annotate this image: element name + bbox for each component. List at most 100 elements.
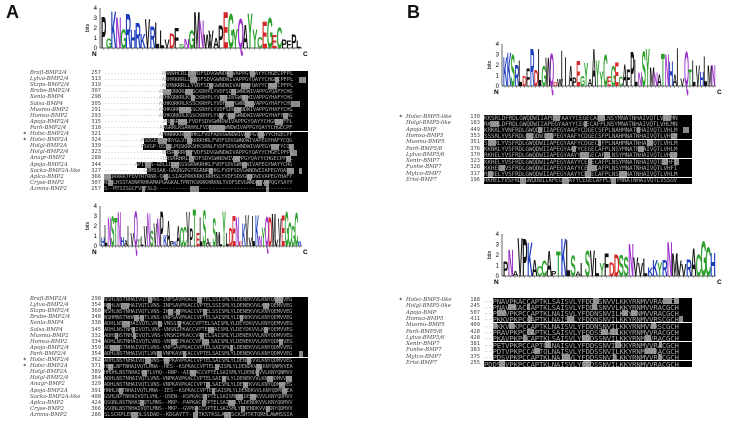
sequence-track: --PNAVPKACCAPTKLSAISVLYFDDSSNVVLKKYRNMVV… [484, 297, 692, 304]
logo-letter: L [252, 207, 255, 256]
similarity-shading [275, 76, 280, 83]
similarity-shading [658, 341, 663, 348]
sequence-name: Xenla-BMP4 [30, 94, 64, 101]
sequence-residues: RKHELYVSFRDLGWQDWIIAPEGYAAYYCEGECAFPLNSY… [484, 177, 678, 184]
alignment-row: Homsa-BMP5 353 SSSRLYVSFRDLGWQDWIIAPEGYAAF… [406, 133, 692, 140]
logo-letter: L [296, 39, 301, 52]
sequence-start: 354 [91, 350, 101, 357]
sequence-name: Cryse-BMP2 [30, 405, 65, 412]
sequence-name: Sacko-BMP2A-like [30, 393, 81, 400]
logo-letter: P [291, 31, 296, 53]
identity-shading [104, 174, 308, 181]
logo-letter: P [630, 43, 634, 98]
logo-letter: N [665, 45, 669, 95]
logo-letter: W [557, 78, 563, 89]
alignment-row: Brafl-BMP2/4 257 ------------------ARNNHCR… [30, 70, 308, 77]
similarity-shading [107, 302, 112, 309]
sequence-name: Aplca-BMP2 [30, 399, 64, 406]
similarity-shading [239, 314, 244, 321]
sequence-start: 351 [470, 139, 480, 146]
similarity-shading [142, 186, 146, 193]
identity-shading [484, 133, 692, 140]
logo-letter: V [186, 204, 190, 257]
similarity-shading [490, 120, 499, 127]
sequence-name: Holsc-BMP2/4 [30, 357, 70, 363]
alignment-row: Mytco-BMP7 375 --PDSVPKPCCAPTKLNAISVLYFDDS… [406, 354, 692, 361]
similarity-shading [587, 164, 597, 171]
logo-letter: V [153, 217, 157, 253]
sequence-start: 288 [91, 155, 101, 162]
sequence-residues: ------------------ARSRRRRHLFVDFSDVGWNDWI… [104, 149, 294, 156]
similarity-shading [584, 171, 591, 178]
similarity-shading [206, 381, 211, 388]
sequence-track: ------------------ARGRRLKSARHHLFVDFSDVGW… [104, 125, 308, 132]
logo-letter: C [603, 45, 607, 95]
logo-letter: Y [596, 53, 600, 95]
alignment-row: Stzpu-BMP2/4 360 NSHLNSTNHAIVQTLVNS-INPSAV… [30, 308, 308, 315]
logo-y-tick: 2 [496, 63, 500, 69]
similarity-shading [583, 360, 591, 367]
alignment-row: Mytco-BMP7 317 RKHELYVSFRDLGWQDWIIAPEGYAAY… [406, 171, 692, 178]
sequence-start: 323 [470, 158, 480, 165]
logo-n-terminus: N [92, 51, 97, 58]
similarity-shading [169, 119, 175, 126]
logo-letter: N [638, 70, 642, 92]
similarity-shading [148, 296, 152, 303]
logo-letter: L [595, 254, 600, 282]
sequence-residues: KKNKLYVSFRDLGWQDWIIAPEGYAAYYCEGECAFPLNSY… [484, 146, 678, 152]
sequence-residues: NSHLNSTNHAIVQTLVNS-INPSAVPKACCVPTELSSISM… [104, 296, 293, 303]
highlight-star-icon: * [23, 131, 27, 138]
similarity-shading [600, 329, 608, 335]
logo-y-label: bits [85, 23, 91, 32]
similarity-shading [583, 120, 588, 127]
alignment-row: Apoja-BMP 449 KRKKLYVNFRDLGWQDWIIAPEGYAAFY… [406, 127, 692, 134]
similarity-shading [255, 180, 262, 187]
identity-shading [493, 316, 692, 323]
sequence-start: 360 [91, 308, 101, 315]
logo-letter: F [604, 247, 609, 283]
similarity-shading [178, 119, 188, 126]
alignment-row: Lytva-BMP5/6 370 RKHELYVSFRDLGWQDWIIAPEGYA… [406, 152, 692, 159]
logo-letter: S [212, 211, 216, 256]
logo-y-tick: 3 [496, 243, 500, 249]
sequence-name: Brafl-BMP2/4 [30, 296, 67, 302]
highlight-star-icon: * [23, 357, 27, 364]
alignment-row: Sacko-BMP2A-like 327 -------------GOMSSAK-… [30, 168, 308, 175]
sequence-name: Homsa-BMP5 [406, 315, 444, 322]
sequence-name: Holgl-BMP2/4 [30, 149, 69, 156]
sequence-track: ------------------AKHKQRKRLKSSCKRHPLYVDF… [104, 113, 308, 120]
logo-letter: A [206, 236, 210, 249]
sequence-start: 307 [91, 179, 101, 186]
logo-letter: G [228, 5, 234, 59]
identity-shading [484, 127, 692, 134]
logo-letter: P [170, 240, 174, 248]
logo-letter: V [676, 256, 682, 281]
logo-letter: Y [599, 68, 603, 91]
similarity-shading [663, 297, 672, 304]
logo-letter: R [662, 255, 668, 282]
similarity-shading [274, 119, 284, 126]
logo-y-tick: 1 [94, 234, 98, 240]
similarity-shading [678, 316, 683, 323]
similarity-shading [209, 82, 214, 89]
sequence-residues: ADHLNSTNHAIVQTLVNS-VNSSIPKACCVPTELSAISML… [104, 320, 293, 327]
sequence-track: RKSRLDFRDLGWQDWIIAPEGYAAYYCEGECAFPLNSYMN… [484, 120, 692, 127]
highlight-star-icon: * [23, 137, 27, 145]
logo-letter: L [692, 53, 696, 95]
similarity-shading [612, 354, 616, 361]
similarity-shading [107, 363, 113, 370]
sequence-residues: QSQNLNSTNHAIVQTLMNS--MRP--PAPKACCVPTELSA… [104, 400, 293, 407]
similarity-shading [241, 162, 248, 168]
sequence-name: Holgl-BMP5-like [406, 120, 451, 127]
logo-letter: V [164, 39, 169, 52]
similarity-shading [145, 162, 152, 168]
similarity-shading [241, 94, 248, 101]
sequence-name: Erisi-BMP7 [406, 177, 438, 183]
logo-letter: K [163, 234, 167, 250]
logo-y-tick: 3 [94, 16, 98, 22]
similarity-shading [580, 152, 589, 159]
logo-letter: R [530, 38, 535, 98]
similarity-shading [208, 125, 215, 132]
sequence-residues: NSHLNSTNHAIVQTLVNS-INPSAVPKACCVPTELSSISM… [104, 302, 293, 309]
alignment-row: Musmu-BMP2 291 ------------------AKHKQRKRL… [30, 107, 308, 114]
